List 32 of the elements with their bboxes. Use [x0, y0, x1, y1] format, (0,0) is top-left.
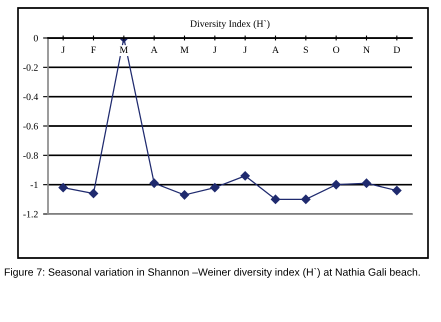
point [332, 180, 341, 190]
x-tick-label: S [304, 46, 308, 54]
y-tick-label: -0.4 [23, 94, 38, 100]
point [240, 171, 250, 180]
y-tick-label: -1 [30, 182, 38, 188]
caption: Figure 7: Seasonal variation in Shannon –Weiner diversity index (H`) at Nathia Gali beach. [4, 268, 420, 278]
point [270, 194, 280, 204]
x-tick-label: F [91, 46, 96, 53]
point [88, 188, 98, 198]
point [210, 182, 220, 192]
point [180, 190, 190, 200]
point [150, 178, 159, 188]
y-tick-label: 0 [34, 34, 38, 42]
x-tick-label: M [180, 46, 189, 53]
x-tick-label: O [333, 46, 340, 54]
point [362, 178, 372, 188]
x-tick-label: N [363, 46, 370, 53]
point [392, 186, 402, 196]
chart-title: Diversity Index (H`) [190, 20, 270, 29]
x-tick-label: J [213, 46, 217, 54]
point [58, 182, 68, 192]
x-tick-label: M [120, 46, 128, 53]
x-tick-label: J [61, 46, 65, 54]
x-tick-label: A [150, 46, 158, 53]
y-tick-label: -0.6 [23, 122, 38, 130]
x-tick-label: A [272, 46, 279, 53]
y-tick-label: -0.8 [23, 152, 38, 159]
y-tick-label: -0.2 [23, 64, 38, 71]
x-tick-label: D [394, 46, 400, 53]
y-tick-label: -1.2 [23, 210, 38, 218]
x-tick-label: J [243, 46, 247, 54]
point [301, 194, 310, 204]
